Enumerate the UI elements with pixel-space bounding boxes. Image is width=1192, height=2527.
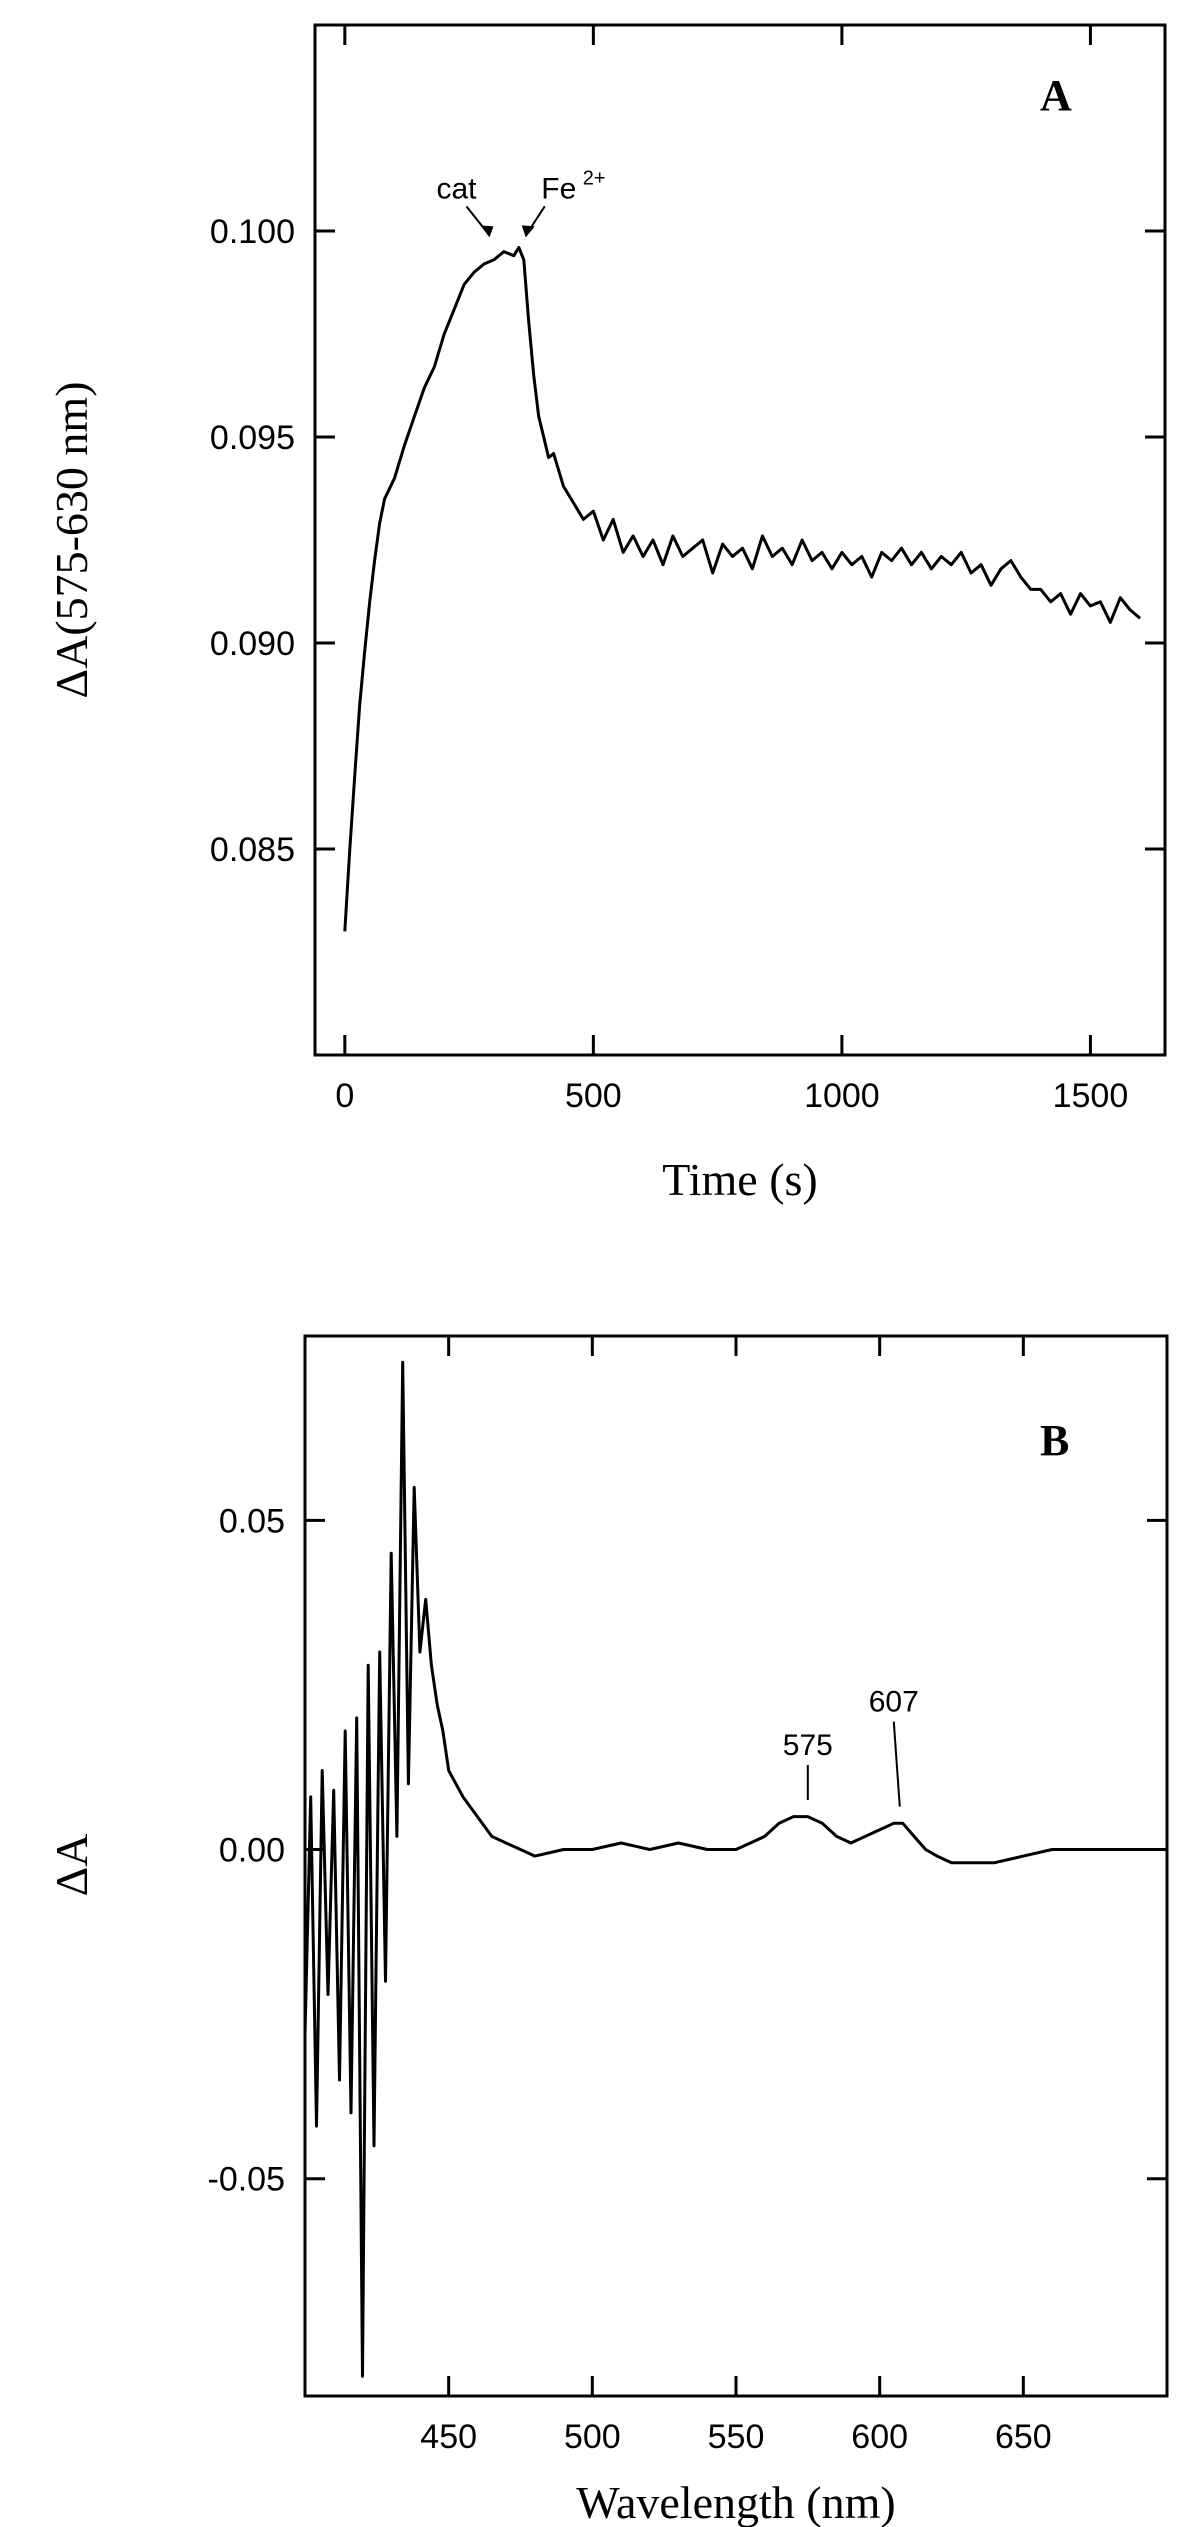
panel-b: 450 500 550 600 650 -0.05 0.00 0.05 575 607 B Wa… xyxy=(46,1334,1169,2527)
panel-b-frame xyxy=(303,1334,1169,2398)
panel-a-x-tick-label: 500 xyxy=(565,1077,622,1115)
panel-a-annotations: cat Fe 2+ xyxy=(436,167,606,238)
panel-b-x-tick-label: 600 xyxy=(851,2418,908,2456)
panel-a-x-tick-label: 1000 xyxy=(804,1077,880,1115)
panel-b-annotations: 575 607 xyxy=(783,1686,919,1807)
panel-a-x-axis-title: Time (s) xyxy=(662,1154,818,1205)
panel-a-ticks: 0 500 1000 1500 0.085 0.090 0.095 0.100 xyxy=(210,25,1165,1115)
panel-a-y-tick-label: 0.085 xyxy=(210,831,295,869)
panel-b-x-tick-label: 450 xyxy=(420,2418,477,2456)
panel-b-annotation-leader xyxy=(892,1721,901,1807)
panel-a-y-tick-label: 0.100 xyxy=(210,213,295,251)
panel-a-x-tick-label: 1500 xyxy=(1053,1077,1129,1115)
panel-a-y-axis-title: ΔA(575-630 nm) xyxy=(46,381,97,698)
panel-a-data-line xyxy=(343,246,1142,932)
panel-b-y-tick-label: 0.05 xyxy=(219,1502,285,1540)
panel-a-letter: A xyxy=(1040,71,1072,120)
panel-b-x-tick-label: 650 xyxy=(995,2418,1052,2456)
panel-a: 0 500 1000 1500 0.085 0.090 0.095 0.100 cat Fe 2+… xyxy=(46,23,1167,1205)
panel-b-x-axis-title: Wavelength (nm) xyxy=(576,2477,895,2527)
panel-b-y-tick-label: -0.05 xyxy=(208,2161,286,2199)
panel-b-letter: B xyxy=(1040,1416,1069,1465)
panel-b-x-tick-label: 550 xyxy=(708,2418,765,2456)
panel-a-annotation-label: cat xyxy=(436,172,477,205)
panel-b-x-tick-label: 500 xyxy=(564,2418,621,2456)
panel-a-annotation-arrowhead xyxy=(521,225,535,238)
panel-a-x-tick-label: 0 xyxy=(335,1077,354,1115)
panel-a-annotation-superscript: 2+ xyxy=(583,167,606,189)
panel-a-frame xyxy=(313,23,1167,1057)
panel-a-annotation-label: Fe xyxy=(541,172,576,205)
panel-b-series xyxy=(303,1360,1167,2378)
panel-b-y-tick-label: 0.00 xyxy=(219,1832,285,1870)
panel-a-annotation-arrowhead xyxy=(480,225,494,238)
panel-a-series xyxy=(343,246,1142,932)
panel-b-y-axis-title: ΔA xyxy=(46,1834,97,1897)
panel-b-annotation-label: 575 xyxy=(783,1729,833,1762)
panel-a-y-tick-label: 0.095 xyxy=(210,419,295,457)
panel-b-ticks: 450 500 550 600 650 -0.05 0.00 0.05 xyxy=(208,1336,1167,2456)
panel-b-annotation-label: 607 xyxy=(869,1686,919,1719)
panel-b-data-line xyxy=(303,1360,1167,2378)
panel-a-y-tick-label: 0.090 xyxy=(210,625,295,663)
